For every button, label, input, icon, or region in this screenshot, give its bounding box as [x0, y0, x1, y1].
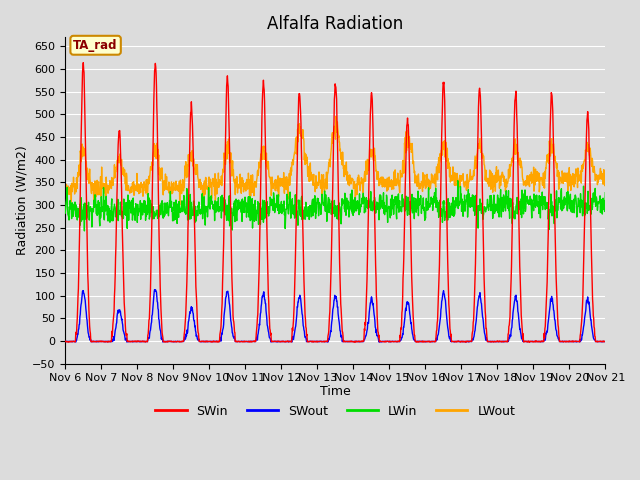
LWin	[61, 210, 69, 216]
LWout	[168, 184, 176, 190]
LWin	[538, 201, 546, 206]
LWin	[454, 178, 461, 183]
SWout	[61, 338, 69, 344]
SWout	[182, 336, 189, 341]
LWout	[490, 172, 498, 178]
LWout	[212, 204, 220, 209]
LWout	[332, 113, 340, 119]
SWout	[243, 338, 250, 344]
SWout	[490, 338, 498, 344]
SWout	[462, 339, 470, 345]
SWout	[419, 338, 427, 344]
SWin	[490, 339, 498, 345]
LWin	[419, 195, 427, 201]
Line: SWin: SWin	[65, 62, 605, 342]
LWin	[243, 200, 250, 205]
LWout	[538, 177, 546, 183]
SWin	[538, 339, 546, 345]
SWout	[602, 339, 609, 345]
SWin	[243, 338, 250, 344]
SWin	[182, 312, 189, 318]
LWin	[169, 218, 177, 224]
SWout	[151, 287, 159, 292]
SWout	[169, 338, 177, 344]
Line: LWin: LWin	[65, 180, 605, 231]
SWin	[413, 339, 420, 345]
X-axis label: Time: Time	[320, 385, 351, 398]
Y-axis label: Radiation (W/m2): Radiation (W/m2)	[15, 145, 28, 255]
LWin	[602, 190, 609, 195]
SWin	[420, 338, 428, 344]
LWin	[182, 211, 189, 217]
Title: Alfalfa Radiation: Alfalfa Radiation	[267, 15, 403, 33]
LWout	[243, 179, 250, 185]
Line: SWout: SWout	[65, 289, 605, 342]
Legend: SWin, SWout, LWin, LWout: SWin, SWout, LWin, LWout	[150, 400, 520, 423]
LWout	[602, 172, 609, 178]
LWout	[182, 172, 189, 178]
SWout	[538, 338, 546, 344]
LWout	[61, 189, 69, 195]
LWout	[420, 183, 428, 189]
LWin	[81, 228, 88, 234]
SWin	[169, 339, 177, 345]
SWin	[61, 339, 69, 345]
Text: TA_rad: TA_rad	[74, 39, 118, 52]
SWin	[602, 339, 609, 345]
Line: LWout: LWout	[65, 116, 605, 206]
LWin	[490, 204, 498, 210]
SWin	[79, 60, 87, 65]
